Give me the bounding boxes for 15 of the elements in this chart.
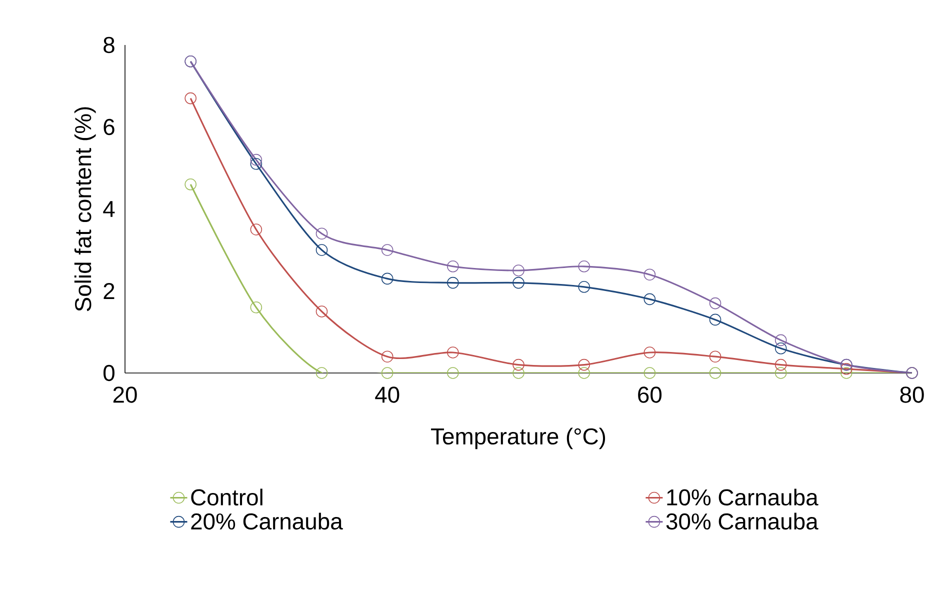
x-tick-label: 20 [113,386,137,403]
y-tick-label: 4 [103,201,115,217]
legend-label: 10% Carnauba [667,488,818,506]
legend-label: Control [191,488,262,506]
y-tick-label: 6 [104,118,114,136]
y-tick-label: 2 [104,283,114,299]
legend-label: 20% Carnauba [191,512,343,530]
legend-label: 30% Carnauba [666,512,818,530]
y-tick-label: 0 [104,364,114,382]
x-tick-label: 80 [900,386,924,403]
y-axis-title: Solid fat content (%) [74,107,96,312]
x-axis-title: Temperature (°C) [431,428,606,450]
y-tick-label: 8 [104,36,114,54]
x-tick-label: 40 [375,386,400,403]
x-tick-label: 60 [638,386,662,403]
